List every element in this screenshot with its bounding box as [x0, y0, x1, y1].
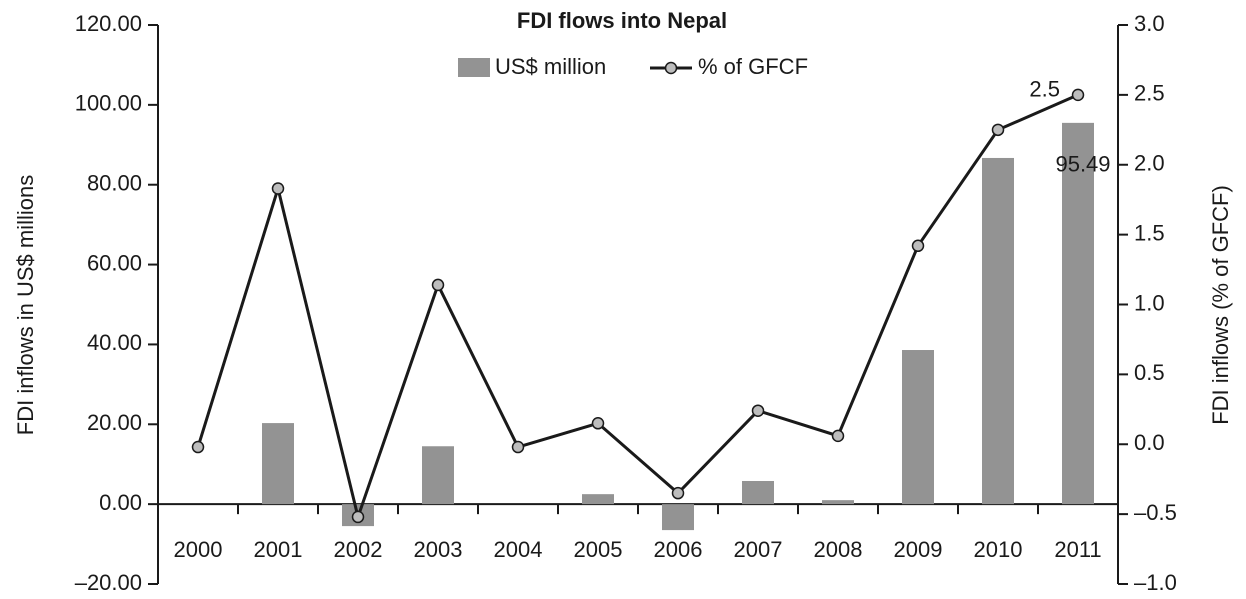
- y-tick-label: 40.00: [87, 330, 142, 355]
- line: [196, 93, 1079, 523]
- x-tick-label: 2001: [254, 537, 303, 562]
- x-tick-label: 2010: [974, 537, 1023, 562]
- bar: [1062, 122, 1094, 505]
- x-tick-label: 2009: [894, 537, 943, 562]
- x-tick-label: 2011: [1054, 537, 1101, 562]
- y2-tick-label: 1.5: [1134, 220, 1165, 245]
- y2-tick-label: 2.5: [1134, 81, 1165, 106]
- line-marker: [751, 404, 765, 417]
- line-label: 2.5: [1029, 77, 1060, 102]
- line-marker: [511, 440, 525, 454]
- bar: [902, 350, 934, 505]
- x-tick-label: 2006: [654, 537, 703, 562]
- y-tick-label: 100.00: [75, 91, 142, 116]
- line-marker: [351, 510, 365, 524]
- line-marker: [431, 278, 445, 292]
- line-marker: [991, 123, 1005, 137]
- x-tick-label: 2002: [334, 537, 383, 562]
- bar: [822, 500, 854, 505]
- x-tick-label: 2003: [414, 537, 463, 562]
- y2-tick-label: –1.0: [1134, 570, 1177, 595]
- line-marker: [191, 440, 205, 454]
- y2-tick-label: 3.0: [1134, 11, 1165, 36]
- bar: [742, 480, 774, 505]
- bar: [982, 157, 1014, 505]
- y-tick-label: –20.00: [75, 570, 142, 595]
- y-tick-label: 0.00: [99, 490, 142, 515]
- y2-tick-label: 1.0: [1134, 290, 1165, 315]
- line-marker: [911, 239, 925, 253]
- bar: [422, 446, 454, 505]
- bar: [662, 504, 694, 531]
- bar: [262, 423, 294, 505]
- y2-tick-label: 2.0: [1134, 151, 1165, 176]
- line-marker: [271, 182, 285, 195]
- x-tick-label: 2004: [494, 537, 543, 562]
- y-axis-label: FDI inflows in US$ millions: [13, 175, 38, 435]
- x-tick-label: 2005: [574, 537, 623, 562]
- bar: [582, 494, 614, 505]
- y2-axis-label: FDI inflows (% of GFCF): [1208, 185, 1233, 425]
- y2-tick-label: –0.5: [1134, 500, 1177, 525]
- x-tick-label: 2000: [174, 537, 223, 562]
- line-marker: [591, 417, 605, 430]
- y-tick-label: 80.00: [87, 171, 142, 196]
- x-tick-label: 2008: [814, 537, 863, 562]
- y-tick-label: 60.00: [87, 250, 142, 275]
- y2-tick-label: 0.5: [1134, 360, 1165, 385]
- y2-tick-label: 0.0: [1134, 430, 1165, 455]
- y-tick-label: 20.00: [87, 410, 142, 435]
- legend-swatch: [458, 58, 490, 77]
- chart-title: FDI flows into Nepal: [517, 8, 727, 33]
- line-marker: [671, 486, 685, 500]
- y-tick-label: 120.00: [75, 11, 142, 36]
- line-marker: [831, 429, 845, 443]
- x-tick-label: 2007: [734, 537, 783, 562]
- legend-label: % of GFCF: [698, 54, 808, 79]
- legend-marker: [664, 61, 678, 75]
- legend-label: US$ million: [495, 54, 606, 79]
- bar-label: 95.49: [1055, 152, 1110, 177]
- line-marker: [1071, 88, 1085, 102]
